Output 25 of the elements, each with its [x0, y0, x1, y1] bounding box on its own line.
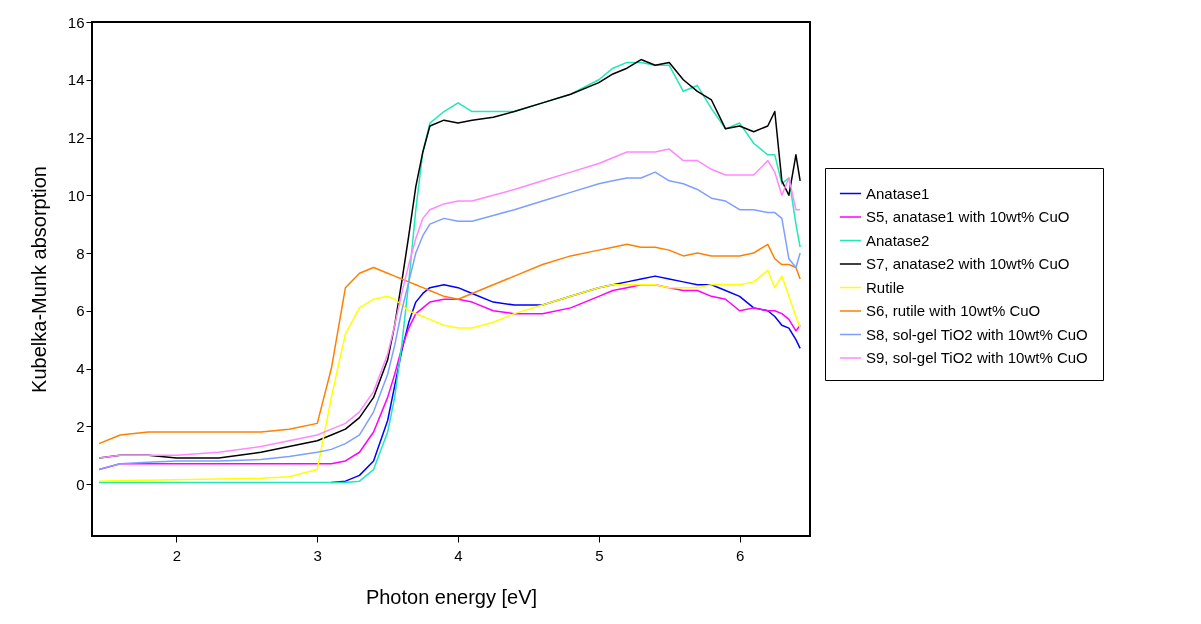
legend-label: Rutile	[866, 278, 905, 296]
y-tick-label: 14	[67, 71, 85, 89]
legend-label: S8, sol-gel TiO2 with 10wt% CuO	[866, 325, 1088, 343]
y-tick-label: 12	[67, 129, 85, 147]
x-tick-label: 5	[595, 546, 604, 564]
legend-label: Anatase1	[866, 184, 930, 202]
x-axis-title: Photon energy [eV]	[365, 585, 538, 608]
x-tick-label: 4	[454, 546, 463, 564]
line-series	[98, 243, 801, 445]
legend-label: S7, anatase2 with 10wt% CuO	[866, 255, 1070, 272]
y-tick-label: 4	[76, 360, 85, 378]
y-tick-label: 6	[76, 302, 85, 320]
y-tick-label: 8	[76, 244, 85, 262]
x-tick-label: 6	[735, 546, 745, 564]
y-tick-label: 2	[76, 417, 85, 435]
y-axis-title: Kubelka-Munk absorption	[27, 166, 50, 393]
y-tick-label: 16	[67, 13, 85, 31]
y-tick-label: 10	[67, 186, 85, 204]
x-tick-label: 2	[172, 546, 182, 564]
y-tick-label: 0	[76, 475, 85, 493]
legend-label: S6, rutile with 10wt% CuO	[866, 302, 1041, 319]
legend-label: S9, sol-gel TiO2 with 10wt% CuO	[866, 349, 1088, 366]
legend-label: S5, anatase1 with 10wt% CuO	[866, 208, 1070, 225]
x-tick-label: 3	[313, 546, 322, 564]
legend-label: Anatase2	[866, 231, 930, 249]
